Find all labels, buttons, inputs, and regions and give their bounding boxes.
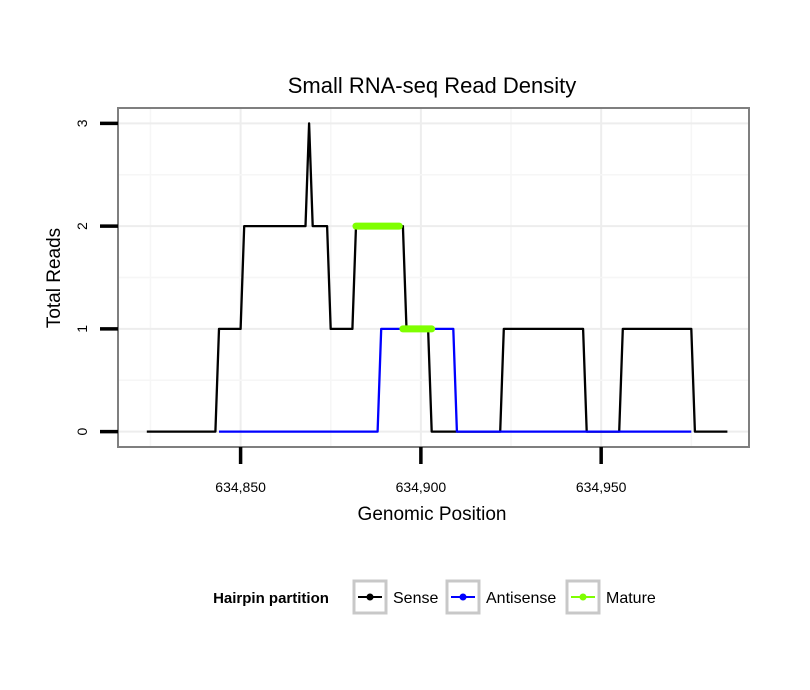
y-tick-label-2: 2 bbox=[74, 222, 90, 230]
x-axis-label: Genomic Position bbox=[358, 504, 507, 525]
grid-lines bbox=[118, 108, 749, 447]
legend-label-antisense: Antisense bbox=[486, 590, 556, 607]
series-lines bbox=[146, 122, 728, 433]
y-tick-label-0: 0 bbox=[74, 427, 90, 435]
axes: 634,850 634,900 634,950 0 1 2 3 bbox=[74, 119, 627, 495]
y-tick-label-1: 1 bbox=[74, 325, 90, 333]
legend: Hairpin partition Sense Antisense Mature bbox=[213, 579, 656, 615]
legend-key-dot-mature bbox=[579, 593, 587, 601]
legend-title: Hairpin partition bbox=[213, 590, 329, 607]
legend-key-dot-sense bbox=[366, 593, 374, 601]
y-axis-label: Total Reads bbox=[44, 228, 65, 328]
x-tick-label-2: 634,950 bbox=[576, 479, 627, 495]
chart-title: Small RNA-seq Read Density bbox=[288, 73, 577, 98]
y-tick-label-3: 3 bbox=[74, 119, 90, 127]
plot-panel-border bbox=[117, 107, 750, 448]
legend-label-sense: Sense bbox=[393, 590, 438, 607]
x-tick-label-0: 634,850 bbox=[215, 479, 266, 495]
x-tick-label-1: 634,900 bbox=[396, 479, 447, 495]
legend-label-mature: Mature bbox=[606, 590, 656, 607]
legend-key-dot-antisense bbox=[459, 593, 467, 601]
